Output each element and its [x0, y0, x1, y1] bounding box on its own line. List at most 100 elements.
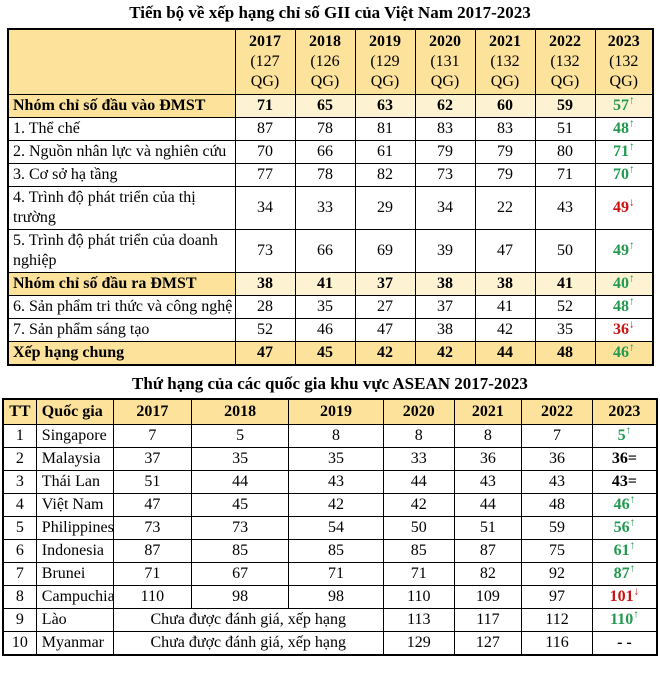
- country-count-line1: (127: [250, 53, 280, 70]
- rank-cell: 110: [382, 585, 455, 609]
- rank-cell: 45: [191, 493, 290, 517]
- rank-cell: 71: [234, 94, 296, 118]
- up-arrow-icon: ↑: [629, 295, 635, 308]
- rank-cell: 43: [288, 470, 384, 494]
- not-ranked-note: Chưa được đánh giá, xếp hạng: [112, 631, 384, 656]
- rank-cell: 112: [521, 608, 593, 632]
- country-name: Brunei: [35, 562, 114, 586]
- rank-cell: 50: [534, 229, 596, 273]
- row-label: Xếp hạng chung: [7, 341, 236, 366]
- table-row: 7 Brunei 71 67 71 71 82 92 87↑: [2, 562, 658, 586]
- rank-cell: 75: [521, 539, 593, 563]
- rank-cell: 78: [294, 117, 356, 141]
- year-header-2022: 2022 (132 QG): [534, 28, 596, 95]
- rank-cell: 66: [294, 140, 356, 164]
- rank-2023-cell: 71↑: [594, 140, 654, 164]
- year-header-2023: 2023 (132 QG): [594, 28, 654, 95]
- rank-cell: 85: [382, 539, 455, 563]
- rank-cell: 48: [534, 341, 596, 366]
- rank-2023-value: - -: [617, 634, 632, 651]
- year-label: 2022: [549, 33, 581, 50]
- row-number: 4: [2, 493, 37, 517]
- rank-cell: 44: [453, 493, 523, 517]
- country-name: Indonesia: [35, 539, 114, 563]
- rank-cell: 78: [294, 163, 356, 187]
- up-arrow-icon: ↑: [633, 608, 639, 621]
- rank-cell: 35: [191, 447, 290, 471]
- rank-cell: 5: [191, 424, 290, 448]
- rank-2023-cell: 36=: [591, 447, 658, 471]
- rank-cell: 47: [234, 341, 296, 366]
- rank-cell: 38: [414, 272, 476, 296]
- rank-cell: 65: [294, 94, 356, 118]
- rank-cell: 66: [294, 229, 356, 273]
- table-row: Nhóm chỉ số đầu ra ĐMST 38 41 37 38 38 41 40↑: [7, 272, 654, 296]
- rank-2023-value: 48: [613, 298, 629, 315]
- country-name: Philippines: [35, 516, 114, 540]
- table-row: 3. Cơ sở hạ tầng 77 78 82 73 79 71 70↑: [7, 163, 654, 187]
- country-count-line2: QG): [609, 73, 638, 90]
- rank-2023-cell: 57↑: [594, 94, 654, 118]
- row-number: 6: [2, 539, 37, 563]
- rank-2023-cell: 40↑: [594, 272, 654, 296]
- row-label: 1. Thể chế: [7, 117, 236, 141]
- rank-2023-value: 71: [613, 143, 629, 160]
- country-name: Malaysia: [35, 447, 114, 471]
- rank-2023-cell: 48↑: [594, 117, 654, 141]
- rank-cell: 110: [112, 585, 193, 609]
- country-count-line1: (132: [490, 53, 520, 70]
- rank-cell: 82: [354, 163, 416, 187]
- rank-cell: 38: [474, 272, 536, 296]
- up-arrow-icon: ↑: [629, 163, 635, 176]
- rank-cell: 44: [474, 341, 536, 366]
- rank-cell: 82: [453, 562, 523, 586]
- table-row: 5. Trình độ phát triển của doanh nghiệp 7…: [7, 229, 654, 273]
- rank-cell: 8: [453, 424, 523, 448]
- rank-cell: 52: [534, 295, 596, 319]
- asean-header-row: TT Quốc gia 2017 2018 2019 2020 2021 2022 2023: [2, 398, 658, 425]
- row-label: 2. Nguồn nhân lực và nghiên cứu: [7, 140, 236, 164]
- gii-table-title: Tiến bộ về xếp hạng chỉ số GII của Việt …: [129, 3, 531, 22]
- rank-cell: 85: [191, 539, 290, 563]
- rank-cell: 116: [521, 631, 593, 656]
- rank-cell: 35: [288, 447, 384, 471]
- column-header-2017: 2017: [112, 398, 193, 425]
- rank-cell: 98: [288, 585, 384, 609]
- rank-cell: 87: [453, 539, 523, 563]
- rank-2023-value: 57: [613, 97, 629, 114]
- year-label: 2020: [429, 33, 461, 50]
- rank-2023-cell: 48↑: [594, 295, 654, 319]
- rank-cell: 42: [474, 318, 536, 342]
- asean-table-header: TT Quốc gia 2017 2018 2019 2020 2021 2022 2023: [2, 398, 658, 425]
- up-arrow-icon: ↑: [629, 117, 635, 130]
- rank-cell: 54: [288, 516, 384, 540]
- year-header-2018: 2018 (126 QG): [294, 28, 356, 95]
- rank-2023-value: 46: [613, 496, 630, 513]
- rank-cell: 43: [453, 470, 523, 494]
- rank-cell: 73: [112, 516, 193, 540]
- rank-cell: 35: [534, 318, 596, 342]
- rank-cell: 22: [474, 186, 536, 230]
- rank-cell: 51: [453, 516, 523, 540]
- column-header-2020: 2020: [382, 398, 455, 425]
- row-number: 2: [2, 447, 37, 471]
- rank-cell: 38: [414, 318, 476, 342]
- rank-2023-cell: 110↑: [591, 608, 658, 632]
- rank-2023-cell: 5↑: [591, 424, 658, 448]
- up-arrow-icon: ↑: [629, 239, 635, 252]
- table-row: 1. Thể chế 87 78 81 83 83 51 48↑: [7, 117, 654, 141]
- rank-cell: 52: [234, 318, 296, 342]
- rank-cell: 79: [414, 140, 476, 164]
- table-row: 9 Lào Chưa được đánh giá, xếp hạng 113 117 11…: [2, 608, 658, 632]
- rank-cell: 36: [521, 447, 593, 471]
- country-count-line2: QG): [430, 73, 460, 90]
- rank-cell: 7: [521, 424, 593, 448]
- country-count-line1: (126: [310, 53, 340, 70]
- table-row: 6. Sản phẩm tri thức và công nghệ 28 35 27 3…: [7, 295, 654, 319]
- rank-cell: 73: [191, 516, 290, 540]
- rank-2023-cell: - -: [591, 631, 658, 656]
- rank-cell: 81: [354, 117, 416, 141]
- country-count-line1: (131: [430, 53, 460, 70]
- rank-cell: 44: [191, 470, 290, 494]
- rank-2023-value: 5: [617, 427, 626, 444]
